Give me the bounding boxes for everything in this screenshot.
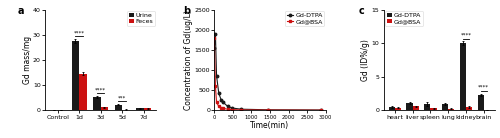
Bar [114, 105, 122, 110]
Bar [478, 95, 484, 110]
Gd@BSA [265, 109, 271, 111]
Text: ****: **** [95, 88, 106, 93]
Gd-DTPA [212, 47, 218, 49]
Bar [136, 108, 144, 110]
Bar [388, 107, 395, 110]
Bar [430, 108, 436, 110]
Bar [79, 74, 86, 110]
Gd@BSA [212, 37, 218, 39]
Bar [442, 104, 448, 110]
Line: Gd@BSA: Gd@BSA [213, 37, 322, 112]
Bar [93, 97, 100, 110]
Bar [100, 107, 108, 110]
Bar [72, 41, 79, 110]
Bar [144, 108, 152, 110]
Text: ****: **** [460, 33, 471, 38]
Y-axis label: Concentration of Gd(ug/L): Concentration of Gd(ug/L) [184, 10, 193, 110]
Text: a: a [17, 6, 24, 16]
Bar [395, 108, 401, 110]
Gd@BSA [229, 109, 235, 110]
X-axis label: Time(min): Time(min) [250, 121, 290, 130]
Bar [448, 109, 454, 110]
Gd@BSA [238, 109, 244, 111]
Text: b: b [183, 6, 190, 16]
Text: ***: *** [118, 95, 126, 100]
Gd@BSA [318, 109, 324, 111]
Text: ****: **** [74, 31, 85, 36]
Bar [466, 107, 472, 110]
Gd@BSA [224, 108, 230, 110]
Legend: Gd-DTPA, Gd@BSA: Gd-DTPA, Gd@BSA [385, 11, 423, 26]
Gd-DTPA [318, 109, 324, 111]
Gd@BSA [212, 85, 218, 87]
Bar [424, 104, 430, 110]
Legend: Urine, Feces: Urine, Feces [127, 11, 155, 26]
Y-axis label: Gd mass/mg: Gd mass/mg [22, 36, 32, 84]
Bar [412, 106, 419, 110]
Gd-DTPA [224, 106, 230, 107]
Gd-DTPA [214, 75, 220, 77]
Gd-DTPA [265, 109, 271, 111]
Gd-DTPA [229, 107, 235, 109]
Bar [406, 103, 412, 110]
Text: c: c [359, 6, 365, 16]
Gd@BSA [218, 107, 224, 108]
Gd-DTPA [238, 108, 244, 110]
Legend: Gd-DTPA, Gd@BSA: Gd-DTPA, Gd@BSA [285, 11, 325, 26]
Gd-DTPA [212, 33, 218, 35]
Gd@BSA [220, 108, 226, 109]
Gd-DTPA [216, 92, 222, 94]
Gd-DTPA [218, 99, 224, 100]
Text: ****: **** [478, 85, 489, 90]
Gd-DTPA [220, 102, 226, 103]
Gd@BSA [216, 106, 222, 107]
Gd@BSA [214, 102, 220, 103]
Line: Gd-DTPA: Gd-DTPA [213, 33, 322, 111]
Bar [460, 43, 466, 110]
Y-axis label: Gd (ID%/g): Gd (ID%/g) [362, 39, 370, 81]
